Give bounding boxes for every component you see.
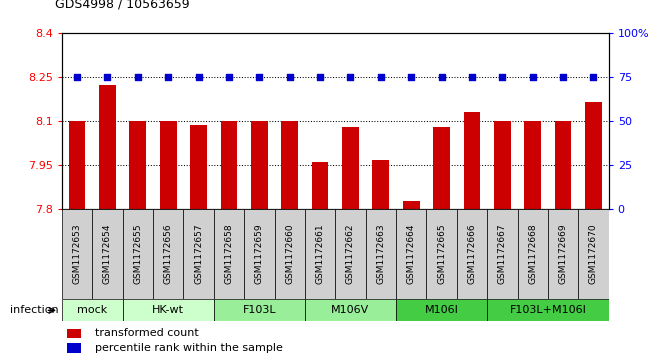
Bar [122,299,214,321]
Text: GSM1172669: GSM1172669 [559,224,568,285]
Bar [251,121,268,209]
Point [72,74,82,79]
Bar [122,209,153,299]
Point [376,74,386,79]
Bar [426,209,457,299]
Text: GSM1172653: GSM1172653 [72,224,81,285]
Text: infection: infection [10,305,59,315]
Text: GSM1172655: GSM1172655 [133,224,143,285]
Bar [92,209,122,299]
Bar [457,209,487,299]
Bar [312,162,329,209]
Bar [67,329,81,338]
Bar [62,209,92,299]
Bar [62,299,122,321]
Text: percentile rank within the sample: percentile rank within the sample [94,343,283,353]
Text: GSM1172658: GSM1172658 [225,224,234,285]
Bar [214,209,244,299]
Bar [221,121,237,209]
Text: GSM1172662: GSM1172662 [346,224,355,284]
Bar [342,127,359,209]
Text: GSM1172666: GSM1172666 [467,224,477,285]
Text: M106V: M106V [331,305,370,315]
Bar [585,102,602,209]
Point [589,74,599,79]
Bar [159,121,176,209]
Bar [518,209,548,299]
Bar [305,299,396,321]
Text: GSM1172663: GSM1172663 [376,224,385,285]
Text: GSM1172668: GSM1172668 [528,224,537,285]
Text: mock: mock [77,305,107,315]
Point [254,74,264,79]
Text: M106I: M106I [424,305,458,315]
Bar [67,343,81,353]
Bar [69,121,85,209]
Point [406,74,417,79]
Bar [153,209,184,299]
Text: GSM1172664: GSM1172664 [407,224,416,284]
Bar [275,209,305,299]
Bar [190,125,207,209]
Text: GSM1172667: GSM1172667 [498,224,507,285]
Point [436,74,447,79]
Bar [548,209,578,299]
Bar [525,121,541,209]
Bar [578,209,609,299]
Point [558,74,568,79]
Text: GSM1172660: GSM1172660 [285,224,294,285]
Text: GSM1172657: GSM1172657 [194,224,203,285]
Text: transformed count: transformed count [94,329,199,338]
Bar [372,160,389,209]
Bar [434,127,450,209]
Bar [184,209,214,299]
Bar [281,121,298,209]
Bar [396,209,426,299]
Point [497,74,508,79]
Bar [305,209,335,299]
Bar [366,209,396,299]
Bar [335,209,366,299]
Bar [214,299,305,321]
Bar [487,209,518,299]
Point [133,74,143,79]
Text: GSM1172659: GSM1172659 [255,224,264,285]
Point [284,74,295,79]
Bar [396,299,487,321]
Text: GSM1172670: GSM1172670 [589,224,598,285]
Bar [464,112,480,209]
Text: GDS4998 / 10563659: GDS4998 / 10563659 [55,0,190,11]
Text: F103L: F103L [243,305,276,315]
Bar [494,121,510,209]
Bar [487,299,609,321]
Text: F103L+M106I: F103L+M106I [510,305,587,315]
Bar [99,85,116,209]
Point [467,74,477,79]
Text: GSM1172665: GSM1172665 [437,224,446,285]
Text: GSM1172654: GSM1172654 [103,224,112,284]
Point [345,74,355,79]
Bar [130,121,146,209]
Bar [555,121,572,209]
Point [315,74,326,79]
Point [193,74,204,79]
Point [102,74,113,79]
Point [224,74,234,79]
Bar [244,209,275,299]
Point [527,74,538,79]
Bar [403,201,419,209]
Point [163,74,173,79]
Text: GSM1172656: GSM1172656 [163,224,173,285]
Text: HK-wt: HK-wt [152,305,184,315]
Text: GSM1172661: GSM1172661 [316,224,325,285]
